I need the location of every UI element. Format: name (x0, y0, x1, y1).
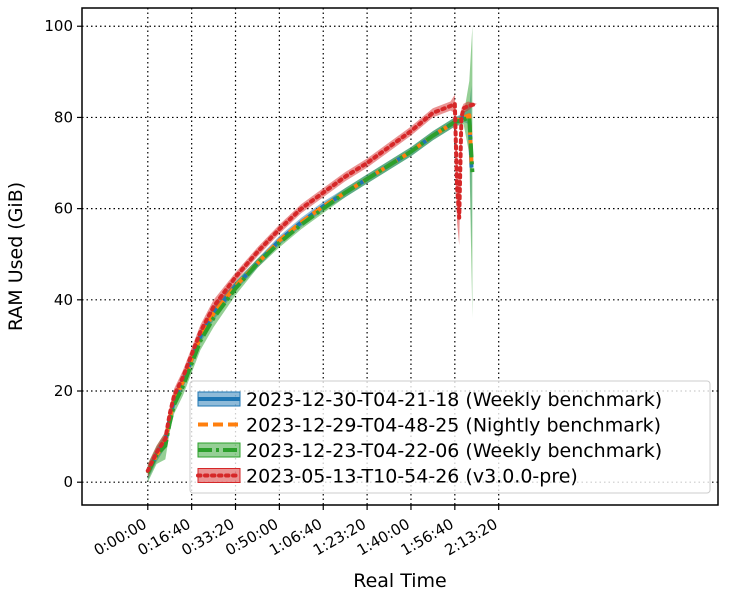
legend-label: 2023-05-13-T10-54-26 (v3.0.0-pre) (246, 466, 578, 488)
series-2-line (145, 115, 475, 474)
y-tick-label: 40 (54, 291, 73, 309)
legend: 2023-12-30-T04-21-18 (Weekly benchmark) 2… (189, 380, 711, 494)
legend-box (189, 380, 711, 494)
series-3-line (145, 101, 479, 473)
legend-entry: 2023-12-29-T04-48-25 (Nightly benchmark) (198, 415, 661, 437)
y-axis-label: RAM Used (GiB) (5, 182, 27, 331)
x-axis-label: Real Time (353, 570, 447, 592)
legend-label: 2023-12-23-T04-22-06 (Weekly benchmark) (246, 440, 662, 462)
y-tick-label: 60 (54, 200, 73, 218)
legend-entry: 2023-12-23-T04-22-06 (Weekly benchmark) (197, 440, 662, 462)
y-tick-label: 20 (54, 382, 73, 400)
y-tick-label: 0 (63, 473, 73, 491)
series-1-line (145, 113, 474, 474)
plot-area-frame (81, 7, 719, 506)
legend-entry: 2023-05-13-T10-54-26 (v3.0.0-pre) (196, 466, 578, 488)
legend-label: 2023-12-30-T04-21-18 (Weekly benchmark) (246, 389, 662, 411)
y-tick-label: 100 (44, 17, 73, 35)
legend-entry: 2023-12-30-T04-21-18 (Weekly benchmark) (197, 389, 662, 411)
series-lines (145, 101, 479, 474)
legend-label: 2023-12-29-T04-48-25 (Nightly benchmark) (246, 415, 661, 437)
y-tick-label: 80 (54, 108, 73, 126)
